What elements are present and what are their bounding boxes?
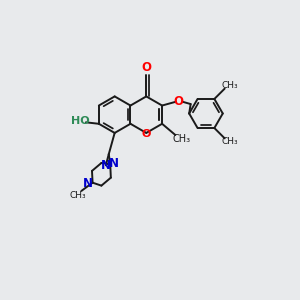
Text: N: N: [109, 157, 119, 170]
Text: O: O: [142, 129, 151, 140]
Text: O: O: [141, 61, 151, 74]
Text: N: N: [101, 159, 111, 172]
Text: CH₃: CH₃: [222, 137, 238, 146]
Text: CH₃: CH₃: [70, 190, 86, 200]
Text: N: N: [83, 177, 93, 190]
Text: HO: HO: [71, 116, 90, 126]
Text: O: O: [173, 94, 183, 108]
Text: CH₃: CH₃: [222, 81, 238, 90]
Text: CH₃: CH₃: [173, 134, 191, 143]
